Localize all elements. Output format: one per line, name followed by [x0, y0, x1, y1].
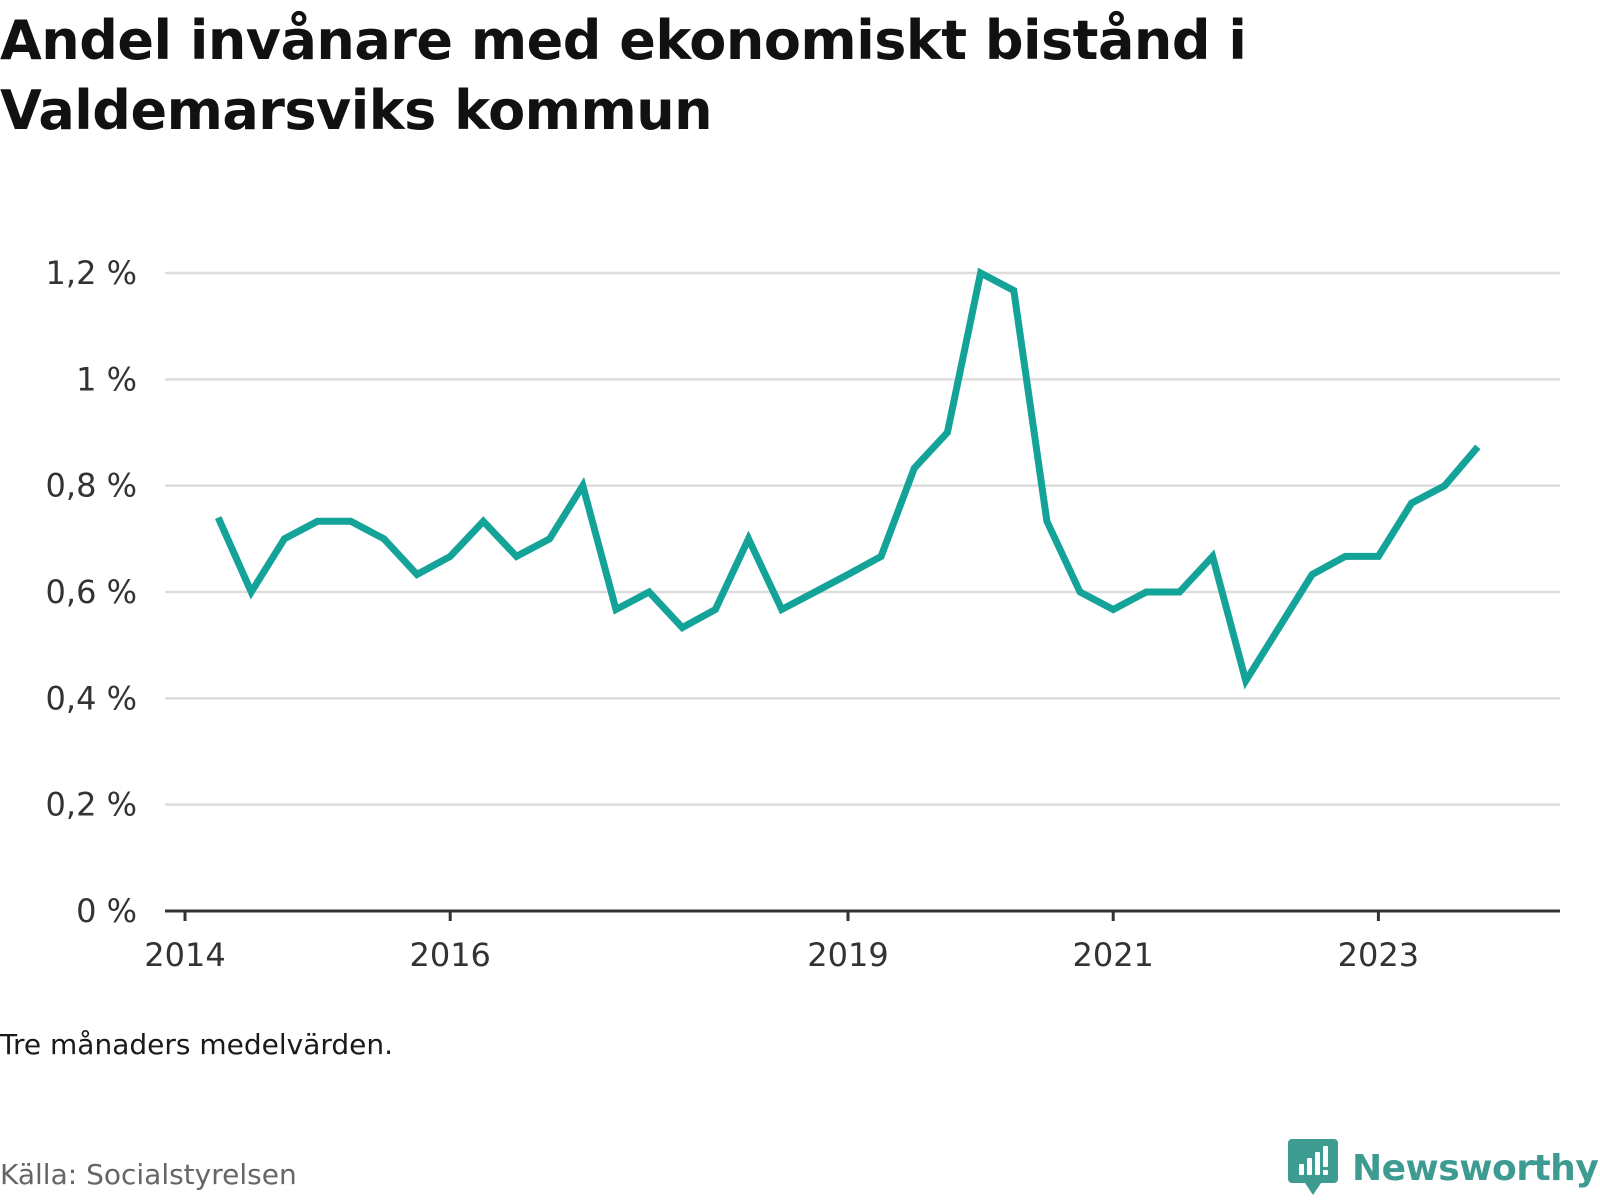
y-tick-label: 0,4 %	[46, 679, 137, 717]
y-tick-label: 1 %	[76, 360, 137, 398]
series-line	[215, 267, 1481, 690]
y-tick-label: 0,2 %	[46, 786, 137, 824]
chart-note: Tre månaders medelvärden.	[0, 1028, 394, 1061]
y-tick-label: 0,8 %	[46, 467, 137, 505]
y-tick-label: 1,2 %	[46, 254, 137, 292]
line-chart: 0 % 0,2 % 0,4 % 0,6 % 0,8 % 1 % 1,2 % 2014 2016 2…	[46, 254, 1560, 974]
x-tick-label: 2021	[1072, 936, 1153, 974]
y-tick-label: 0 %	[76, 892, 137, 930]
y-tick-label: 0,6 %	[46, 573, 137, 611]
source-text: Källa: Socialstyrelsen	[0, 1158, 297, 1191]
x-tick-label: 2014	[144, 936, 225, 974]
x-tick-label: 2019	[807, 936, 888, 974]
bar-chart-speech-bubble-icon	[1288, 1139, 1338, 1195]
brand-name: Newsworthy	[1352, 1147, 1599, 1189]
x-tick-label: 2023	[1338, 936, 1419, 974]
x-tick-label: 2016	[409, 936, 490, 974]
page-title: Andel invånare med ekonomiskt bistånd i …	[0, 9, 1247, 142]
brand-logo: Newsworthy	[1288, 1138, 1599, 1198]
